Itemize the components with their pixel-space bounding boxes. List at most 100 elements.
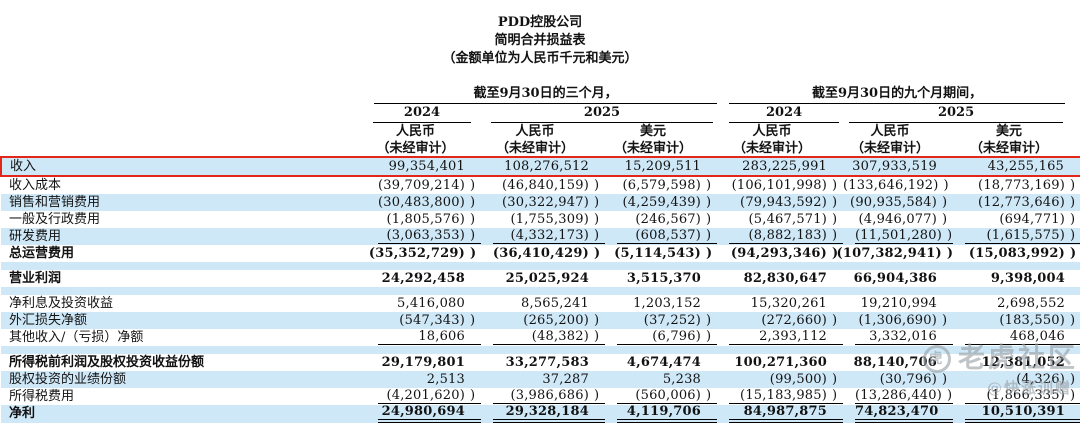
cell-value: (18,773,169)) xyxy=(953,176,1080,194)
cell-number: 5,238 xyxy=(662,371,702,387)
cell-value: (11,501,280)) xyxy=(843,228,954,245)
cell-value: 24,292,458 xyxy=(366,270,481,287)
cell-value: 8,565,241 xyxy=(481,295,605,312)
cell-value: 29,328,184 xyxy=(481,405,605,423)
cell-value: 100,271,360 xyxy=(717,354,843,371)
cell-value: (5,114,543)) xyxy=(605,245,717,262)
cell-number: 3,332,016 xyxy=(869,329,938,345)
cell-paren-suffix: ) xyxy=(943,177,949,193)
cell-paren-suffix: ) xyxy=(942,194,948,210)
empty-cell xyxy=(1,139,366,157)
spacer-row xyxy=(1,287,1080,295)
cell-number: 99,354,401 xyxy=(388,158,465,174)
cell-paren-suffix: ) xyxy=(946,245,954,261)
cell-value: 99,354,401 xyxy=(366,156,481,177)
cell-number: (246,567) xyxy=(635,211,702,227)
cell-paren-suffix: ) xyxy=(1070,245,1077,261)
row-label: 研发费用 xyxy=(9,228,62,244)
cell-paren-suffix: ) xyxy=(706,228,712,244)
cell-paren-suffix: ) xyxy=(470,312,476,328)
cell-number: (3,063,353) xyxy=(386,228,465,244)
cell-value: (94,293,346)) xyxy=(717,245,843,262)
table-row: 收入成本 (39,709,214)) (46,840,159)) (6,579,598… xyxy=(1,176,1080,194)
cell-number: (6,579,598) xyxy=(622,177,702,193)
unaudited-note: （未经审计） xyxy=(851,141,930,157)
cell-value: (4,946,077)) xyxy=(843,211,953,228)
cell-number: 12,381,052 xyxy=(981,354,1066,370)
row-label: 销售和营销费用 xyxy=(9,194,101,210)
unaudited-note: （未经审计） xyxy=(970,141,1049,157)
spacer-cell xyxy=(1,287,1080,295)
cell-value: (1,755,309)) xyxy=(481,211,605,228)
cell-number: (36,410,429) xyxy=(492,245,589,261)
cell-value: 10,510,391 xyxy=(953,405,1080,423)
cell-number: 4,119,706 xyxy=(626,404,702,419)
table-row: 营业利润 24,292,458 25,025,924 3,515,370 82,830,… xyxy=(1,270,1080,287)
cell-number: 5,416,080 xyxy=(397,295,465,311)
cell-value: (1,805,576)) xyxy=(366,211,481,228)
currency-usd: 美元 xyxy=(640,124,667,140)
cell-paren-suffix: ) xyxy=(706,312,712,328)
cell-value: 4,674,474 xyxy=(605,354,717,371)
cell-number: (560,006) xyxy=(635,388,702,404)
cell-number: 29,179,801 xyxy=(381,354,465,370)
cell-value: 29,179,801 xyxy=(366,354,481,371)
row-label: 收入成本 xyxy=(9,177,62,193)
cell-value: (694,771)) xyxy=(953,211,1080,228)
cell-value: (547,343)) xyxy=(366,312,481,329)
currency-rmb: 人民币 xyxy=(752,124,792,140)
cell-value: 84,987,875 xyxy=(717,405,844,423)
cell-paren-suffix: ) xyxy=(470,228,476,244)
cell-paren-suffix: ) xyxy=(1070,177,1076,193)
table-row: 销售和营销费用 (30,483,800)) (30,322,947)) (4,259,… xyxy=(1,194,1080,211)
cell-paren-suffix: ) xyxy=(1070,228,1076,244)
cell-number: 82,830,647 xyxy=(743,270,828,286)
cell-paren-suffix: ) xyxy=(832,177,838,193)
year-header-3m-2025: 2025 xyxy=(481,104,717,123)
cell-number: (183,550) xyxy=(999,312,1066,328)
company-name: PDD控股公司 xyxy=(497,15,583,30)
cell-value: (79,943,592)) xyxy=(717,194,843,211)
cell-number: (30,483,800) xyxy=(378,194,465,210)
cell-paren-suffix: ) xyxy=(947,228,953,244)
nine-month-group-header: 截至9月30日的九个月期间， xyxy=(717,78,1080,104)
cell-value: (30,322,947)) xyxy=(481,194,605,211)
cell-value: (272,660)) xyxy=(717,312,843,329)
cell-number: (79,943,592) xyxy=(740,194,828,210)
cell-value: (183,550)) xyxy=(953,312,1080,329)
cell-value: (1,866,335)) xyxy=(953,388,1080,405)
currency-rmb: 人民币 xyxy=(870,124,910,140)
cell-value: 18,606 xyxy=(366,329,481,346)
cell-number: 1,203,152 xyxy=(633,295,702,311)
row-label: 总运营费用 xyxy=(9,245,75,261)
cell-paren-suffix: ) xyxy=(832,211,838,227)
cell-value: (5,467,571)) xyxy=(717,211,843,228)
row-label: 所得税前利润及股权投资收益份额 xyxy=(9,354,205,370)
cell-value: (39,709,214)) xyxy=(366,176,481,194)
cell-value: 2,393,112 xyxy=(717,329,844,346)
spacer-cell xyxy=(1,346,1080,354)
cell-value: 108,276,512 xyxy=(481,156,605,177)
row-label: 收入 xyxy=(0,156,366,177)
cell-paren-suffix: ) xyxy=(594,228,600,244)
year-header-9m-2025: 2025 xyxy=(843,104,1080,123)
cell-number: (107,382,941) xyxy=(836,245,942,261)
cell-number: (94,293,346) xyxy=(730,245,828,261)
cell-paren-suffix: ) xyxy=(706,388,712,404)
cell-number: (12,773,646) xyxy=(978,194,1066,210)
cell-number: 43,255,165 xyxy=(987,158,1065,174)
cell-number: (15,083,992) xyxy=(968,245,1066,261)
cell-value: (46,840,159)) xyxy=(481,176,605,194)
table-row: 股权投资的业绩份额 2,513 37,287 5,238 (99,500)) (30,79… xyxy=(1,371,1080,388)
cell-number: (1,866,335) xyxy=(986,388,1066,404)
cell-number: (106,101,998) xyxy=(731,177,828,193)
cell-paren-suffix: ) xyxy=(594,388,600,404)
cell-value: (48,382)) xyxy=(481,329,605,346)
cell-number: 2,698,552 xyxy=(997,295,1066,311)
cell-paren-suffix: ) xyxy=(594,245,601,261)
cell-value: 74,823,470 xyxy=(843,405,954,423)
cell-value: (6,796)) xyxy=(605,329,718,346)
cell-number: (4,332,173) xyxy=(510,228,589,244)
table-row: 所得税前利润及股权投资收益份额 29,179,801 33,277,583 4,674… xyxy=(1,354,1080,371)
cell-value: 3,332,016 xyxy=(843,329,954,346)
